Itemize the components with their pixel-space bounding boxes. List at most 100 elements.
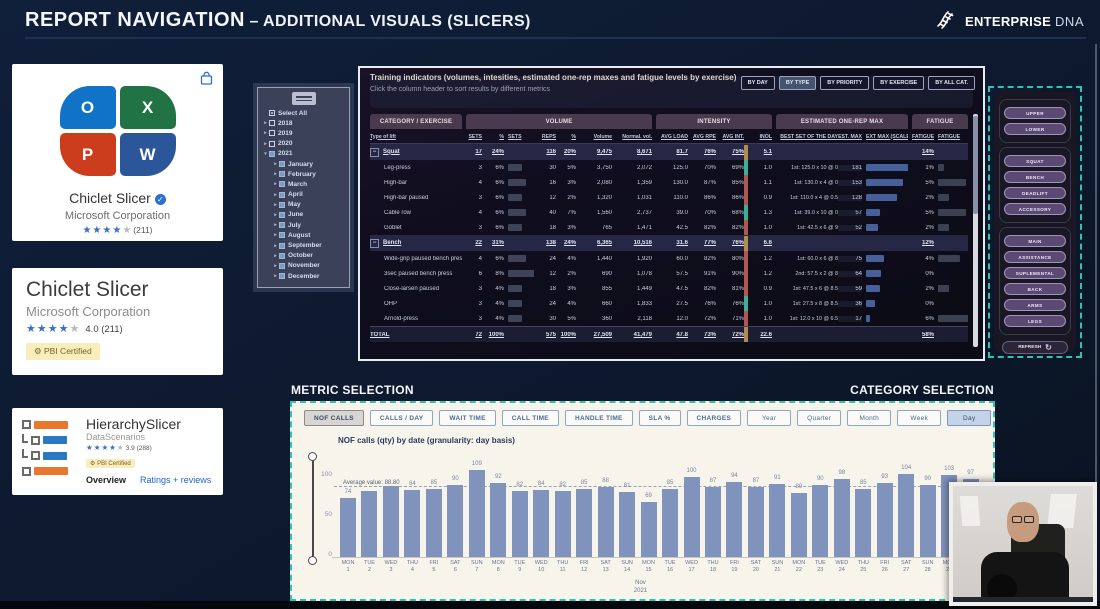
select-all-checkbox[interactable] [269,110,275,117]
year-item[interactable]: ▸ 2020 [262,139,345,149]
category-button[interactable]: Week [897,410,942,426]
bar[interactable] [361,491,378,557]
month-checkbox[interactable] [279,273,285,280]
table-row[interactable]: Close-larsen paused 3 4% 18 3% 855 1,449… [370,281,968,296]
col-volume[interactable]: Volume [593,133,612,140]
month-checkbox[interactable] [279,211,285,218]
bar[interactable] [769,484,786,557]
bar-column[interactable]: 109 SUN 7 [467,453,487,577]
bar-column[interactable]: 82 TUE 9 [510,453,530,577]
metric-button[interactable]: HANDLE TIME [564,410,633,426]
expand-arrow-icon[interactable]: ▸ [274,161,277,168]
col-avg-int[interactable]: AVG INT. [722,133,744,140]
bar[interactable] [919,485,936,557]
filter-button[interactable]: ASSISTANCE [1004,251,1066,263]
month-checkbox[interactable] [279,161,285,168]
month-item[interactable]: ▸ December [262,271,345,281]
col-fatigue[interactable]: FATIGUE [912,133,934,140]
month-item[interactable]: ▸ February [262,169,345,179]
bar-column[interactable]: 84 WED 10 [531,453,551,577]
bar[interactable] [533,489,550,557]
bar-column[interactable]: 85 TUE 16 [660,453,680,577]
bar-column[interactable]: 100 WED 17 [682,453,702,577]
report-nav-button[interactable]: BY EXERCISE [873,76,925,90]
report-nav-button[interactable]: BY TYPE [778,76,817,90]
col-fatigue-bar[interactable]: FATIGUE [938,133,961,140]
filter-button[interactable]: ACCESSORY [1004,203,1066,215]
expand-arrow-icon[interactable]: ▸ [274,252,277,259]
table-row[interactable]: Cable row 4 6% 40 7% 1,560 2,737 39.0 70… [370,205,968,220]
month-item[interactable]: ▸ October [262,251,345,261]
year-checkbox[interactable] [269,140,275,147]
expand-arrow-icon[interactable]: ▸ [274,232,277,239]
table-row[interactable]: OHP 3 4% 24 4% 660 1,833 27.5 76% 76% 1.… [370,296,968,311]
table-row[interactable]: TOTAL 72 100% 575 100% 27,509 41,479 47.… [370,326,968,342]
bar[interactable] [704,487,721,557]
date-slicer-visual[interactable]: Select All ▸ 2018 ▸ 2019 ▸ [257,87,350,288]
refresh-button[interactable]: REFRESH ↻ [1002,341,1068,354]
slider-handle-bottom[interactable] [308,556,317,565]
tab-overview[interactable]: Overview [86,475,127,485]
bar-column[interactable]: 85 THU 25 [853,453,873,577]
bar[interactable] [619,492,636,557]
bar-column[interactable]: 98 WED 24 [832,453,852,577]
marketplace-card-chiclet[interactable]: O X P W Chiclet Slicer ✓ Microsoft Corpor… [12,64,223,241]
y-axis-range-slider[interactable] [308,452,318,565]
bar-column[interactable]: 90 SUN 28 [918,453,938,577]
month-checkbox[interactable] [279,262,285,269]
category-button[interactable]: Quarter [797,410,842,426]
bar[interactable] [382,482,399,557]
month-checkbox[interactable] [279,201,285,208]
bar[interactable] [683,477,700,557]
month-item[interactable]: ▸ April [262,190,345,200]
bar[interactable] [790,493,807,557]
table-scrollbar[interactable] [973,114,978,347]
col-avg-load[interactable]: AVG LOAD [661,133,688,140]
col-reps-pct[interactable]: % [571,133,576,140]
bar[interactable] [511,491,528,557]
expand-arrow-icon[interactable]: ▸ [264,140,267,147]
expand-arrow-icon[interactable]: ▸ [274,273,277,280]
month-item[interactable]: ▸ January [262,159,345,169]
bar[interactable] [855,489,872,557]
month-checkbox[interactable] [279,181,285,188]
bar-column[interactable]: 81 SUN 14 [617,453,637,577]
year-item[interactable]: ▸ 2019 [262,128,345,138]
bar-column[interactable]: 85 FRI 12 [574,453,594,577]
category-button[interactable]: Year [747,410,792,426]
month-checkbox[interactable] [279,252,285,259]
marketplace-detail-card[interactable]: Chiclet Slicer Microsoft Corporation ★★★… [12,268,223,375]
col-ext-max-scaled[interactable]: EXT MAX (SCALED) [866,133,908,140]
col-type-of-lift[interactable]: Type of lift [370,133,396,140]
category-button[interactable]: Month [847,410,892,426]
bar-column[interactable]: 82 THU 11 [553,453,573,577]
col-est-max[interactable]: EST. MAX [838,133,862,140]
col-normal-vol[interactable]: Normal. vol. [622,133,652,140]
group-intensity[interactable]: INTENSITY [656,114,772,129]
expand-arrow-icon[interactable]: ▸ [264,120,267,127]
table-row[interactable]: High-bar 4 6% 16 3% 2,080 1,359 130.0 87… [370,175,968,190]
report-nav-button[interactable]: BY PRIORITY [820,76,870,90]
bar[interactable] [747,487,764,557]
bar-column[interactable]: 69 MON 15 [639,453,659,577]
metric-button[interactable]: CHARGES [686,410,742,426]
table-row[interactable]: Leg-press 3 6% 30 5% 3,750 2,072 125.0 7… [370,160,968,175]
filter-button[interactable]: DEADLIFT [1004,187,1066,199]
metric-button[interactable]: WAIT TIME [439,410,496,426]
link-ratings-reviews[interactable]: Ratings + reviews [140,475,212,485]
group-fatigue[interactable]: FATIGUE [912,114,968,129]
month-item[interactable]: ▸ November [262,261,345,271]
report-nav-button[interactable]: BY ALL CAT. [928,76,975,90]
filter-button[interactable]: BACK [1004,283,1066,295]
bar-column[interactable]: 88 SAT 13 [596,453,616,577]
month-item[interactable]: ▸ June [262,210,345,220]
bar-column[interactable]: 74 MON 1 [338,453,358,577]
bar-column[interactable]: 104 SAT 27 [896,453,916,577]
year-checkbox[interactable] [269,130,275,137]
expand-arrow-icon[interactable]: ▸ [274,181,277,188]
filter-button[interactable]: LOWER [1004,123,1066,135]
filter-button[interactable]: UPPER [1004,107,1066,119]
bar-column[interactable]: WED 3 [381,453,401,577]
select-all-item[interactable]: Select All [262,108,345,118]
bar-column[interactable]: 90 TUE 23 [810,453,830,577]
